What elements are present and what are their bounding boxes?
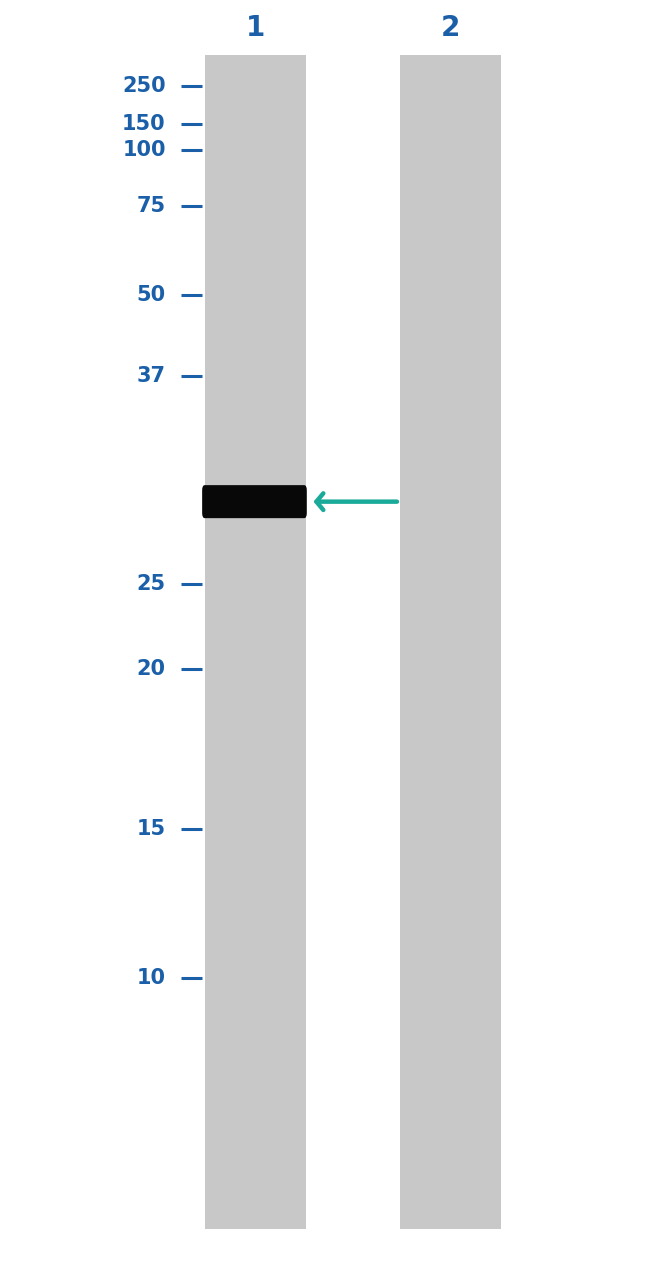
Text: 10: 10	[136, 968, 166, 988]
Text: 50: 50	[136, 284, 166, 305]
FancyBboxPatch shape	[202, 485, 307, 518]
Text: 150: 150	[122, 114, 166, 135]
Text: 75: 75	[136, 196, 166, 216]
Text: 25: 25	[136, 574, 166, 594]
Text: 2: 2	[441, 14, 460, 42]
Text: 15: 15	[136, 819, 166, 839]
Bar	[400, 55, 500, 1229]
Text: 20: 20	[136, 659, 166, 679]
Text: 1: 1	[246, 14, 265, 42]
Text: 100: 100	[122, 140, 166, 160]
Text: 37: 37	[136, 366, 166, 386]
Text: 250: 250	[122, 76, 166, 97]
Bar	[205, 55, 306, 1229]
